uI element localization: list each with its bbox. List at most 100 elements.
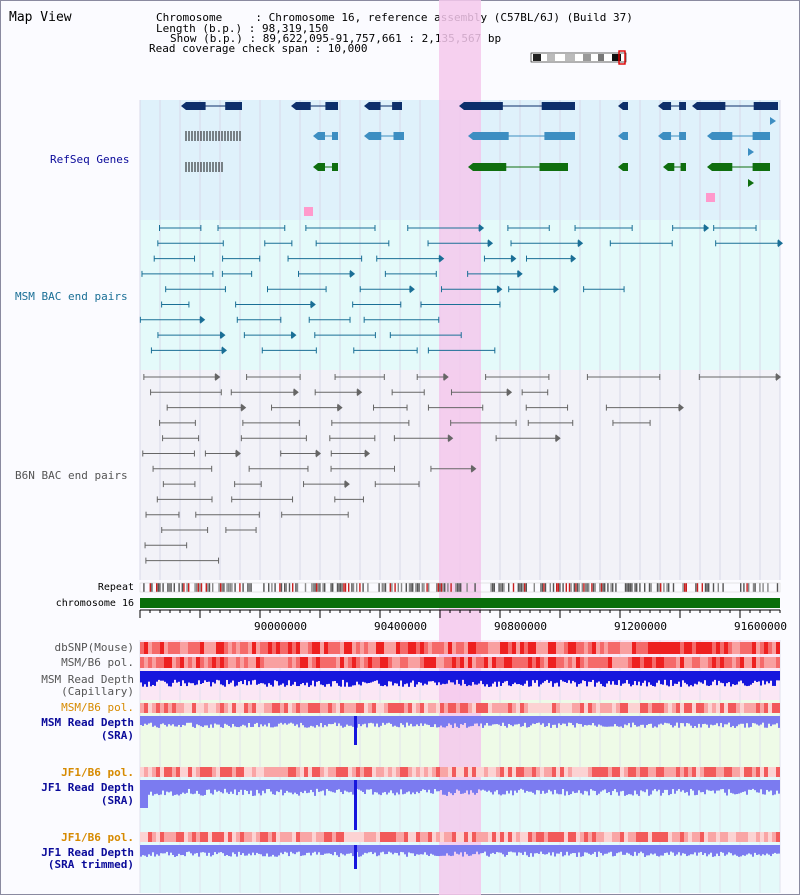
depth-bar [470, 780, 472, 791]
heatmap-cell [292, 657, 296, 668]
depth-bar [758, 671, 760, 682]
repeat-mark [447, 583, 449, 592]
heatmap-cell [220, 767, 224, 777]
depth-bar [158, 780, 160, 796]
depth-bar [230, 716, 232, 728]
repeat-mark [562, 583, 564, 592]
heatmap-cell [348, 703, 352, 713]
depth-bar [752, 671, 754, 683]
heatmap-cell [480, 657, 484, 668]
depth-bar [416, 845, 418, 855]
depth-bar [360, 716, 362, 727]
depth-bar [188, 845, 190, 852]
heatmap-cell [308, 642, 312, 654]
depth-bar [344, 845, 346, 856]
depth-bar [612, 716, 614, 727]
depth-bar [158, 671, 160, 680]
heatmap-cell [684, 832, 688, 842]
heatmap-cell [204, 832, 208, 842]
depth-bar [568, 780, 570, 796]
depth-bar [318, 845, 320, 853]
heatmap-cell [404, 767, 408, 777]
depth-bar [262, 780, 264, 791]
repeat-mark [322, 583, 324, 592]
heatmap-cell [696, 703, 700, 713]
b6n-bac-pairs[interactable] [142, 373, 782, 564]
depth-bar [380, 671, 382, 686]
depth-bar [180, 845, 182, 856]
depth-bar [212, 671, 214, 683]
depth-bar [620, 716, 622, 727]
depth-bar [256, 716, 258, 723]
repeat-mark [330, 583, 332, 592]
heatmap-cell [576, 642, 580, 654]
depth-bar [370, 845, 372, 852]
chromosome-ideogram[interactable] [530, 50, 627, 65]
depth-bar [266, 845, 268, 854]
depth-bar [178, 845, 180, 854]
heatmap-cell [148, 642, 152, 654]
depth-bar [328, 780, 330, 791]
depth-bar [740, 845, 742, 857]
depth-bar [518, 845, 520, 853]
depth-bar [766, 716, 768, 728]
depth-bar [144, 671, 146, 685]
heatmap-cell [640, 642, 644, 654]
repeat-mark [234, 583, 236, 592]
depth-bar [744, 780, 746, 792]
heatmap-cell [308, 767, 312, 777]
heatmap-cell [620, 642, 624, 654]
depth-bar [186, 780, 188, 793]
heatmap-cell [604, 642, 608, 654]
depth-bar [392, 780, 394, 794]
depth-bar [288, 671, 290, 681]
heatmap-cell [496, 642, 500, 654]
highlight-region[interactable] [439, 0, 481, 895]
heatmap-cell [288, 642, 292, 654]
heatmap-cell [656, 703, 660, 713]
depth-bar [530, 780, 532, 792]
depth-bar [294, 845, 296, 855]
depth-bar [700, 845, 702, 852]
heatmap-cell [492, 832, 496, 842]
depth-bar [280, 671, 282, 685]
depth-bar [750, 780, 752, 790]
depth-bar [234, 780, 236, 790]
depth-bar [368, 671, 370, 683]
heatmap-cell [356, 657, 360, 668]
heatmap-cell [420, 657, 424, 668]
heatmap-cell [540, 703, 544, 713]
depth-bar [664, 845, 666, 854]
depth-bar [378, 716, 380, 728]
heatmap-cell [732, 767, 736, 777]
heatmap-cell [732, 703, 736, 713]
depth-bar [284, 671, 286, 687]
depth-bar [482, 716, 484, 728]
heatmap-cell [360, 703, 364, 713]
depth-bar [666, 845, 668, 853]
gene-strand-arrow [468, 132, 473, 140]
msm-bac-pairs[interactable] [139, 224, 783, 355]
heatmap-cell [308, 657, 312, 668]
depth-bar [646, 845, 648, 856]
heatmap-cell [568, 703, 572, 713]
depth-bar [560, 845, 562, 852]
heatmap-cell [536, 703, 540, 713]
depth-bar [200, 716, 202, 727]
depth-bar [648, 716, 650, 724]
refseq-gene-models[interactable] [181, 102, 778, 216]
depth-bar [584, 671, 586, 682]
heatmap-cell [596, 642, 600, 654]
heatmap-cell [524, 657, 528, 668]
heatmap-cell [196, 703, 200, 713]
depth-bar [334, 671, 336, 681]
bac-end-marker [678, 403, 684, 412]
chromosome-bar[interactable] [140, 598, 780, 608]
heatmap-cell [312, 832, 316, 842]
heatmap-cell [448, 767, 452, 777]
depth-bar [478, 845, 480, 855]
depth-bar [520, 671, 522, 685]
depth-bar [222, 671, 224, 686]
heatmap-cell [728, 657, 732, 668]
